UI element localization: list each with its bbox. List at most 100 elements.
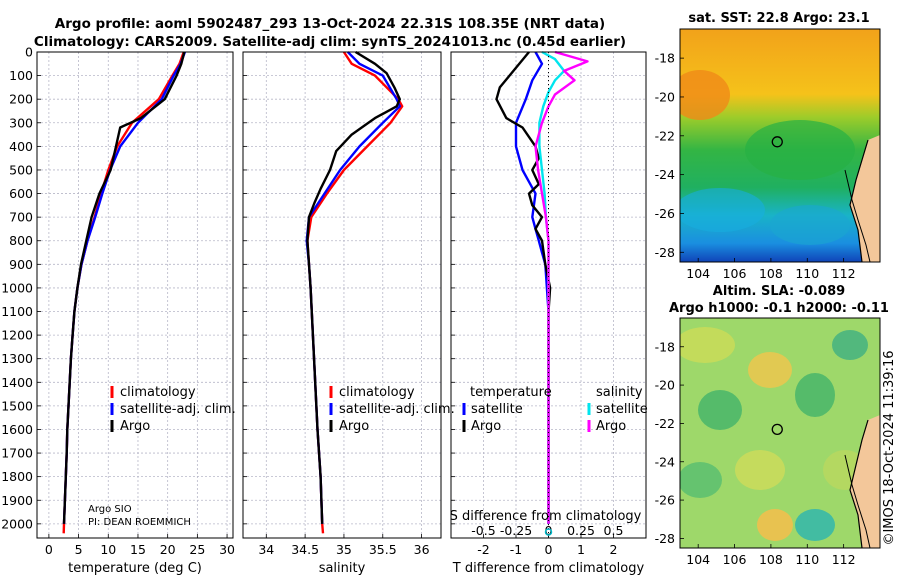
panel-frame — [242, 51, 442, 539]
y-tick-label: 200 — [9, 92, 33, 107]
sla-blob-high — [735, 450, 785, 490]
map-x-tick-label: 110 — [795, 552, 819, 567]
legend-heading-temperature: temperature — [470, 385, 552, 400]
credit-line2: PI: DEAN ROEMMICH — [88, 517, 191, 528]
y-tick-label: 900 — [9, 257, 33, 272]
map-y-tick-label: -20 — [655, 89, 675, 104]
y-tick-label: 1500 — [1, 398, 33, 413]
sla-coastline — [849, 419, 869, 548]
map-x-tick-label: 108 — [759, 552, 783, 567]
y-tick-label: 1600 — [1, 422, 33, 437]
x-tick-label: 10 — [100, 542, 116, 557]
plot-area — [243, 52, 441, 538]
y-tick-label: 1700 — [1, 446, 33, 461]
legend-label-satellite: satellite-adj. clim. — [120, 402, 236, 417]
legend-label-t-satellite: satellite — [471, 402, 523, 417]
x-axis-label: T difference from climatology — [452, 561, 645, 576]
map-y-tick-label: -24 — [655, 167, 675, 182]
figure-title-line1: Argo profile: aoml 5902487_293 13-Oct-20… — [55, 16, 605, 32]
series-line-argo — [62, 51, 186, 524]
sst-map-frame — [679, 28, 881, 263]
x-tick-label: 30 — [219, 542, 235, 557]
map-x-tick-label: 104 — [686, 266, 710, 281]
map-y-tick-label: -22 — [655, 416, 675, 431]
legend-label-s-satellite: satellite — [596, 402, 648, 417]
sst-contour — [844, 169, 871, 262]
x-tick-label: 35.5 — [369, 542, 397, 557]
sst-green-patch — [745, 120, 855, 180]
credit-line1: Argo SIO — [88, 504, 132, 515]
y-tick-label: 2000 — [1, 516, 33, 531]
x-tick-label: 20 — [160, 542, 176, 557]
legend-label-climatology: climatology — [339, 385, 415, 400]
sst-coastline — [849, 139, 869, 262]
sla-blob-low2 — [795, 373, 835, 417]
sla-blob-low — [698, 390, 742, 430]
x-tick-label: -2 — [477, 542, 489, 557]
series-line-t-argo — [495, 51, 552, 524]
y-tick-label: 0 — [25, 45, 33, 60]
sla-map-field — [680, 318, 880, 548]
legend-label-argo: Argo — [120, 419, 150, 434]
s-zero-marker — [544, 528, 553, 536]
x-axis-label: temperature (deg C) — [68, 561, 202, 576]
map-x-tick-label: 112 — [832, 552, 856, 567]
sla-blob-warm — [748, 352, 792, 388]
y-tick-label: 1800 — [1, 469, 33, 484]
sst-cool-patch — [680, 188, 765, 232]
x-axis-label: salinity — [319, 561, 366, 576]
legend-label-s-argo: Argo — [596, 419, 626, 434]
sla-blob-low3 — [832, 330, 868, 360]
sla-contour — [844, 454, 871, 548]
y-tick-label: 1200 — [1, 328, 33, 343]
x-tick-label: 34.5 — [291, 542, 319, 557]
x-tick-label: 2 — [610, 542, 618, 557]
legend-label-climatology: climatology — [120, 385, 196, 400]
y-tick-label: 1300 — [1, 351, 33, 366]
figure-title-line2: Climatology: CARS2009. Satellite-adj cli… — [34, 34, 626, 50]
legend-label-satellite: satellite-adj. clim. — [339, 402, 455, 417]
x-tick-label: 1 — [577, 542, 585, 557]
s-tick-label: -0.5 — [471, 523, 495, 538]
y-tick-label: 700 — [9, 210, 33, 225]
y-tick-label: 600 — [9, 186, 33, 201]
salinity-legend: climatology satellite-adj. clim. Argo — [329, 385, 455, 434]
map-x-tick-label: 112 — [832, 266, 856, 281]
map-y-tick-label: -26 — [655, 493, 675, 508]
sst-warm-patch — [680, 70, 730, 120]
argo-location-marker — [771, 136, 783, 148]
y-tick-label: 100 — [9, 68, 33, 83]
series-line-argo — [306, 50, 401, 524]
x-tick-label: 5 — [75, 542, 83, 557]
map-x-tick-label: 110 — [795, 266, 819, 281]
sst-map-title: sat. SST: 22.8 Argo: 23.1 — [688, 11, 869, 26]
plot-area — [37, 52, 233, 538]
sla-blob-low5 — [795, 509, 835, 541]
map-x-tick-label: 106 — [723, 266, 747, 281]
map-y-tick-label: -20 — [655, 378, 675, 393]
y-tick-label: 500 — [9, 162, 33, 177]
map-x-tick-label: 108 — [759, 266, 783, 281]
x-tick-label: 25 — [189, 542, 205, 557]
sla-blob-low4 — [680, 462, 722, 498]
s-tick-label: 0.25 — [567, 523, 595, 538]
sla-map-frame — [679, 317, 881, 549]
sla-map-title1: Altim. SLA: -0.089 — [713, 284, 845, 299]
y-tick-label: 1900 — [1, 493, 33, 508]
map-y-tick-label: -28 — [655, 531, 675, 546]
map-y-tick-label: -28 — [655, 245, 675, 260]
s-tick-label: 0 — [545, 523, 553, 538]
x-tick-label: 35 — [336, 542, 352, 557]
sst-land — [850, 135, 880, 262]
y-tick-label: 1000 — [1, 280, 33, 295]
x-tick-label: 36 — [414, 542, 430, 557]
map-x-tick-label: 106 — [723, 552, 747, 567]
sst-map-axes: 104 106 108 110 112 -18 -20 -22 -24 -26 -28 — [655, 51, 856, 281]
difference-panel: -2 -1 0 1 2 T difference from climatology S di… — [450, 50, 647, 576]
sst-map-field — [680, 29, 880, 262]
x-tick-label: 15 — [130, 542, 146, 557]
difference-legend: temperature salinity satellite Argo sate… — [462, 385, 648, 434]
legend-heading-salinity: salinity — [596, 385, 643, 400]
